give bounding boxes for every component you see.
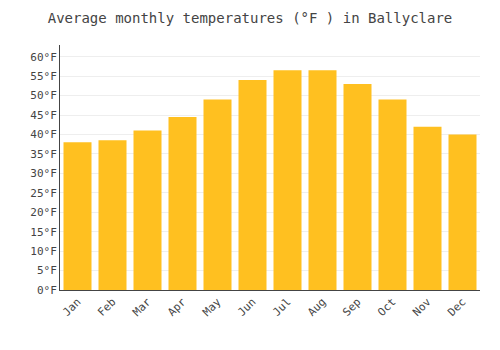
svg-text:60°F: 60°F <box>30 51 57 64</box>
svg-text:Jul: Jul <box>270 296 293 319</box>
svg-text:Aug: Aug <box>305 296 328 319</box>
svg-text:Dec: Dec <box>445 296 468 319</box>
svg-text:May: May <box>200 295 224 319</box>
svg-text:Oct: Oct <box>375 296 398 319</box>
svg-text:30°F: 30°F <box>30 167 57 180</box>
svg-text:10°F: 10°F <box>30 245 57 258</box>
svg-text:45°F: 45°F <box>30 109 57 122</box>
svg-text:Sep: Sep <box>340 296 363 319</box>
svg-text:55°F: 55°F <box>30 70 57 83</box>
svg-text:40°F: 40°F <box>30 128 57 141</box>
svg-text:Feb: Feb <box>95 296 118 319</box>
svg-text:50°F: 50°F <box>30 89 57 102</box>
svg-text:20°F: 20°F <box>30 206 57 219</box>
svg-text:25°F: 25°F <box>30 187 57 200</box>
svg-text:Nov: Nov <box>410 295 434 319</box>
svg-text:Apr: Apr <box>165 295 189 319</box>
svg-text:35°F: 35°F <box>30 148 57 161</box>
svg-text:5°F: 5°F <box>37 264 57 277</box>
svg-text:Mar: Mar <box>130 295 154 319</box>
svg-text:Jan: Jan <box>60 296 83 319</box>
svg-text:Jun: Jun <box>235 296 258 319</box>
svg-text:0°F: 0°F <box>37 284 57 297</box>
svg-text:Average monthly temperatures (: Average monthly temperatures (°F ) in Ba… <box>48 10 453 26</box>
svg-text:15°F: 15°F <box>30 226 57 239</box>
